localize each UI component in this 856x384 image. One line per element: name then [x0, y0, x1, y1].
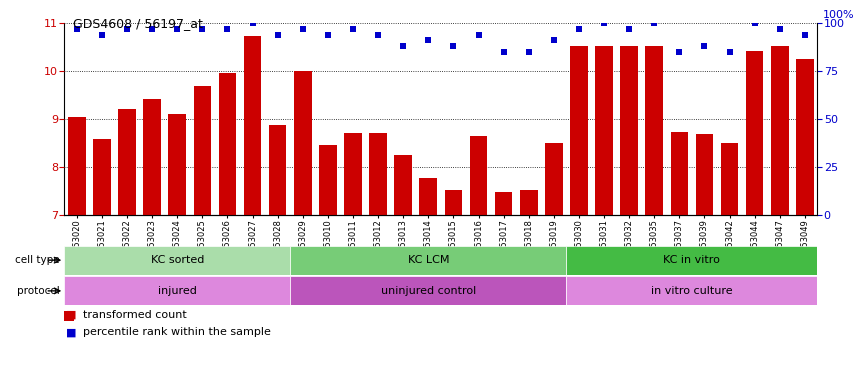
Bar: [64, 246, 290, 275]
Bar: [169, 114, 186, 215]
Bar: [68, 117, 86, 215]
Point: [70, 26, 84, 32]
Text: KC LCM: KC LCM: [407, 255, 449, 265]
Point: [421, 37, 435, 43]
Bar: [143, 99, 161, 215]
Bar: [696, 134, 713, 215]
Bar: [218, 73, 236, 215]
Point: [270, 31, 284, 38]
Bar: [621, 46, 638, 215]
Point: [572, 26, 586, 32]
Point: [798, 31, 811, 38]
Bar: [567, 246, 817, 275]
Point: [146, 26, 159, 32]
Bar: [495, 192, 513, 215]
Bar: [470, 136, 487, 215]
Text: transformed count: transformed count: [83, 310, 187, 320]
Text: KC sorted: KC sorted: [151, 255, 204, 265]
Bar: [319, 146, 336, 215]
Text: protocol: protocol: [17, 286, 60, 296]
Bar: [269, 125, 287, 215]
Text: uninjured control: uninjured control: [381, 286, 476, 296]
Text: percentile rank within the sample: percentile rank within the sample: [83, 327, 270, 337]
Point: [296, 26, 310, 32]
Bar: [93, 139, 110, 215]
Point: [346, 26, 360, 32]
Point: [647, 20, 661, 26]
Point: [170, 26, 184, 32]
Point: [120, 26, 134, 32]
Bar: [444, 190, 462, 215]
Point: [496, 49, 510, 55]
Point: [547, 37, 561, 43]
Bar: [419, 177, 437, 215]
Point: [195, 26, 209, 32]
Bar: [193, 86, 211, 215]
Text: cell type: cell type: [15, 255, 60, 265]
Bar: [796, 59, 814, 215]
Point: [372, 31, 385, 38]
Point: [95, 31, 109, 38]
Bar: [118, 109, 136, 215]
Point: [748, 20, 762, 26]
Text: injured: injured: [158, 286, 197, 296]
Bar: [721, 143, 739, 215]
Point: [246, 20, 259, 26]
Bar: [244, 36, 261, 215]
Bar: [645, 46, 663, 215]
Point: [722, 49, 736, 55]
Bar: [290, 276, 567, 305]
Point: [321, 31, 335, 38]
Point: [522, 49, 536, 55]
Text: ■: ■: [66, 327, 76, 337]
Point: [597, 20, 611, 26]
Point: [673, 49, 687, 55]
Bar: [567, 276, 817, 305]
Bar: [570, 46, 588, 215]
Bar: [369, 134, 387, 215]
Bar: [670, 132, 688, 215]
Bar: [520, 190, 538, 215]
Point: [447, 43, 461, 49]
Text: GDS4608 / 56197_at: GDS4608 / 56197_at: [73, 17, 203, 30]
Point: [698, 43, 711, 49]
Text: 100%: 100%: [823, 10, 854, 20]
Bar: [344, 134, 362, 215]
Text: KC in vitro: KC in vitro: [663, 255, 721, 265]
Bar: [64, 276, 290, 305]
Bar: [290, 246, 567, 275]
Text: in vitro culture: in vitro culture: [651, 286, 733, 296]
Text: ■: ■: [66, 310, 76, 320]
Point: [773, 26, 787, 32]
Bar: [771, 46, 788, 215]
Bar: [595, 46, 613, 215]
Bar: [395, 155, 412, 215]
Bar: [294, 71, 312, 215]
Point: [396, 43, 410, 49]
Bar: [545, 143, 562, 215]
Point: [221, 26, 235, 32]
Bar: [746, 51, 764, 215]
Point: [472, 31, 485, 38]
Point: [622, 26, 636, 32]
